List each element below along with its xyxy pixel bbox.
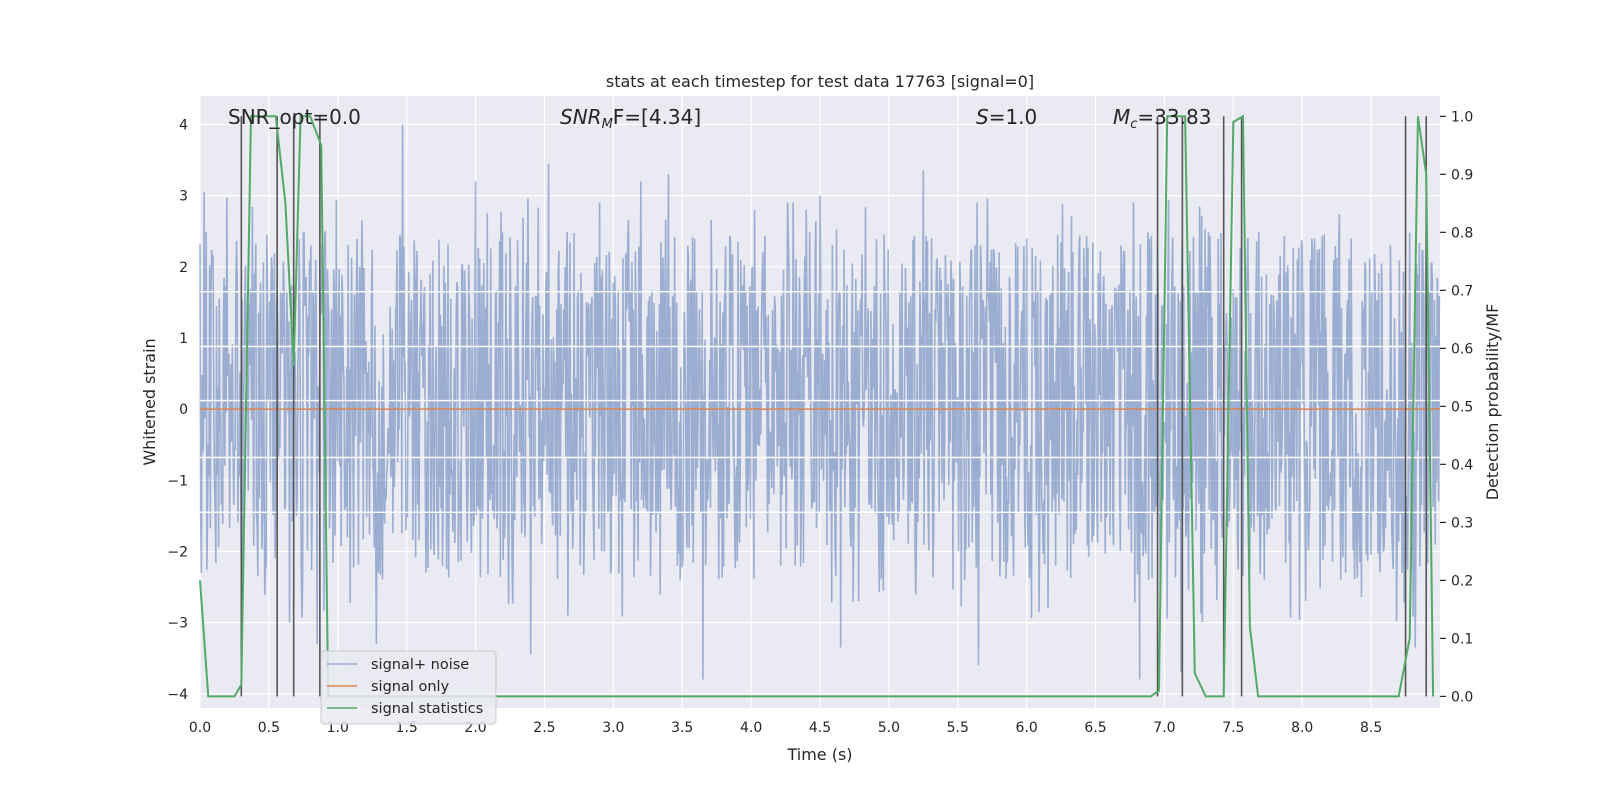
x-axis-label: Time (s) xyxy=(786,745,852,764)
legend-box xyxy=(320,650,497,725)
y-axis-left-label: Whitened strain xyxy=(140,338,159,465)
chart-title: stats at each timestep for test data 177… xyxy=(606,72,1034,91)
horizontal-lines xyxy=(200,290,1440,514)
y-left-tick-label: −4 xyxy=(167,687,188,703)
series-signal-noise xyxy=(199,124,1441,680)
y-left-tick-label: 3 xyxy=(179,189,188,205)
y-right-tick-label: 0.7 xyxy=(1451,283,1473,299)
mc-sub: c xyxy=(1130,117,1137,132)
mc-var: M xyxy=(1113,105,1130,129)
y-right-tick-label: 0.5 xyxy=(1451,399,1473,415)
legend-label-signal-noise: signal+ noise xyxy=(371,657,469,673)
annotation-mc: Mc=33.83 xyxy=(1113,105,1211,132)
s-rest: =1.0 xyxy=(989,105,1038,129)
y-right-tick-label: 0.2 xyxy=(1451,573,1473,589)
mc-rest: =33.83 xyxy=(1137,105,1211,129)
y-axis-right: 0.0 0.1 0.2 0.3 0.4 0.5 0.6 0.7 0.8 0.9 1.0 xyxy=(1440,109,1473,705)
x-tick-label: 0.0 xyxy=(189,720,211,736)
y-left-tick-label: 0 xyxy=(179,402,188,418)
annotation-snr-mf: SNRMF=[4.34] xyxy=(560,105,701,132)
y-left-tick-label: −2 xyxy=(167,544,188,560)
y-right-tick-label: 0.4 xyxy=(1451,457,1473,473)
x-tick-label: 5.0 xyxy=(878,720,900,736)
legend: signal+ noise signal only signal statist… xyxy=(320,650,497,725)
snr-mf-base: SNR xyxy=(560,105,602,129)
x-tick-label: 6.5 xyxy=(1084,720,1106,736)
y-left-tick-label: −3 xyxy=(167,616,188,632)
y-right-tick-label: 1.0 xyxy=(1451,109,1473,125)
y-right-tick-label: 0.3 xyxy=(1451,515,1473,531)
y-axis-left: −4 −3 −2 −1 0 1 2 3 4 xyxy=(167,117,188,702)
y-right-tick-label: 0.1 xyxy=(1451,631,1473,647)
x-tick-label: 7.0 xyxy=(1153,720,1175,736)
y-left-tick-label: −1 xyxy=(167,473,188,489)
y-right-tick-label: 0.9 xyxy=(1451,167,1473,183)
y-left-tick-label: 2 xyxy=(179,260,188,276)
x-tick-label: 2.5 xyxy=(533,720,555,736)
y-right-tick-label: 0.0 xyxy=(1451,689,1473,705)
snr-mf-sub: M xyxy=(602,117,613,132)
snr-mf-rest: F=[4.34] xyxy=(613,105,701,129)
x-tick-label: 5.5 xyxy=(947,720,969,736)
x-tick-label: 8.5 xyxy=(1360,720,1382,736)
x-tick-label: 4.5 xyxy=(809,720,831,736)
series-signal-statistics xyxy=(199,114,1435,698)
x-tick-label: 3.0 xyxy=(602,720,624,736)
y-left-tick-label: 1 xyxy=(179,331,188,347)
signal-statistics-line xyxy=(199,114,1435,698)
s-var: S xyxy=(976,105,989,129)
signal-noise-trace xyxy=(199,124,1441,680)
annotation-s: S=1.0 xyxy=(976,105,1037,129)
y-axis-right-label: Detection probability/MF xyxy=(1483,304,1502,501)
legend-label-signal-statistics: signal statistics xyxy=(371,701,483,717)
x-tick-label: 7.5 xyxy=(1222,720,1244,736)
x-axis: 0.0 0.5 1.0 1.5 2.0 2.5 3.0 3.5 4.0 4.5 5.0 5.5 6.0 6… xyxy=(189,720,1382,736)
y-left-tick-label: 4 xyxy=(179,117,188,133)
x-tick-label: 0.5 xyxy=(258,720,280,736)
legend-label-signal-only: signal only xyxy=(371,679,450,695)
x-tick-label: 6.0 xyxy=(1016,720,1038,736)
x-tick-label: 4.0 xyxy=(740,720,762,736)
y-right-tick-label: 0.8 xyxy=(1451,225,1473,241)
x-tick-label: 3.5 xyxy=(671,720,693,736)
annotation-snr-opt: SNR_opt=0.0 xyxy=(228,105,361,129)
x-tick-label: 8.0 xyxy=(1291,720,1313,736)
y-right-tick-label: 0.6 xyxy=(1451,341,1473,357)
